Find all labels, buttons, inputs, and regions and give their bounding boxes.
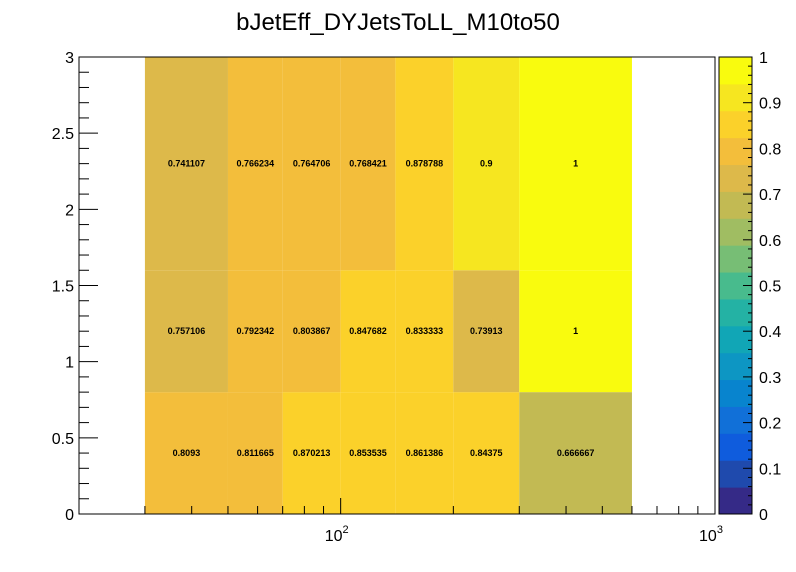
heatmap-cell	[340, 392, 396, 514]
x-tick-label: 102	[325, 524, 349, 545]
heatmap-cell	[453, 270, 520, 393]
heatmap-cell	[340, 270, 396, 393]
heatmap-cell	[395, 392, 454, 514]
palette-swatch	[719, 245, 752, 273]
y-axis: 0 0.5 1 1.5 2 2.5 3	[52, 50, 98, 524]
heatmap-cell	[144, 270, 228, 393]
y-tick-label: 1	[65, 355, 74, 372]
palette-swatch	[719, 298, 752, 327]
heatmap-cell	[227, 57, 283, 271]
cell-value-label: 0.792342	[237, 326, 275, 336]
palette-tick-label: 0.4	[759, 324, 781, 341]
palette-tick-label: 0.7	[759, 187, 781, 204]
heatmap-cell	[227, 392, 283, 514]
palette-tick-label: 0.2	[759, 416, 781, 433]
cell-value-label: 1	[573, 326, 578, 336]
cell-value-label: 0.766234	[237, 159, 275, 169]
palette-tick-label: 0.8	[759, 141, 781, 158]
palette-swatch	[719, 433, 752, 461]
cell-value-label: 0.9	[480, 159, 493, 169]
cell-value-label: 0.853535	[349, 448, 387, 458]
heatmap-cell	[395, 57, 454, 271]
cell-value-label: 0.833333	[406, 326, 444, 336]
palette-swatch	[719, 191, 752, 219]
cell-value-label: 0.768421	[349, 159, 387, 169]
palette-tick-label: 0.6	[759, 233, 781, 250]
palette-tick-label: 0.1	[759, 461, 781, 478]
cell-value-label: 0.73913	[470, 326, 503, 336]
cell-value-label: 0.870213	[293, 448, 331, 458]
palette-tick-label: 0.9	[759, 96, 781, 113]
x-axis: 102 103	[78, 498, 723, 545]
palette-tick-label: 0	[759, 507, 768, 524]
cell-value-label: 0.666667	[557, 448, 595, 458]
heatmap-cell	[519, 57, 632, 271]
heatmap-cell	[453, 392, 520, 514]
cell-value-label: 0.741107	[168, 159, 205, 169]
palette-swatch	[719, 110, 752, 139]
y-tick-label: 3	[65, 50, 74, 67]
heatmap-cell	[519, 392, 632, 514]
palette-swatch	[719, 325, 752, 354]
heatmap-cell	[282, 392, 341, 514]
palette-swatch	[719, 487, 752, 515]
palette-swatch	[719, 57, 752, 85]
y-tick-label: 0.5	[52, 431, 74, 448]
heatmap-cell-labels: 0.8093 0.811665 0.870213 0.853535 0.861386 0.…	[168, 159, 595, 458]
y-tick-label: 2.5	[52, 126, 74, 143]
palette-tick-label: 0.3	[759, 370, 781, 387]
palette-swatch	[719, 352, 752, 381]
palette-swatch	[719, 406, 752, 434]
palette-swatch	[719, 164, 752, 192]
x-tick-label: 103	[699, 524, 723, 545]
heatmap-cell	[144, 392, 228, 514]
cell-value-label: 0.8093	[173, 448, 201, 458]
cell-value-label: 0.878788	[406, 159, 444, 169]
y-tick-label: 1.5	[52, 279, 74, 296]
heatmap-cell	[395, 270, 454, 393]
palette-swatch	[719, 137, 752, 166]
palette-tick-label: 0.5	[759, 279, 781, 296]
heatmap-cell	[282, 57, 341, 271]
cell-value-label: 1	[573, 159, 578, 169]
cell-value-label: 0.757106	[168, 326, 206, 336]
heatmap-cell	[144, 57, 228, 271]
heatmap-cell	[453, 57, 520, 271]
heatmap-cells	[144, 57, 632, 514]
heatmap-cell	[282, 270, 341, 393]
heatmap-cell	[227, 270, 283, 393]
cell-value-label: 0.847682	[349, 326, 387, 336]
heatmap-cell	[519, 270, 632, 393]
palette-swatch	[719, 218, 752, 246]
cell-value-label: 0.764706	[293, 159, 331, 169]
chart-title: bJetEff_DYJetsToLL_M10to50	[236, 9, 560, 36]
cell-value-label: 0.803867	[293, 326, 331, 336]
palette-swatch	[719, 379, 752, 407]
y-tick-label: 2	[65, 202, 74, 219]
cell-value-label: 0.861386	[406, 448, 444, 458]
palette-tick-label: 1	[759, 50, 768, 67]
cell-value-label: 0.811665	[237, 448, 274, 458]
palette-swatch	[719, 83, 752, 112]
color-scale-bar: 0 0.1 0.2 0.3 0.4 0.5 0.6 0.7 0.8 0.9 1	[718, 50, 781, 524]
y-tick-label: 0	[65, 507, 74, 524]
heatmap-cell	[340, 57, 396, 271]
cell-value-label: 0.84375	[470, 448, 503, 458]
palette-swatch	[719, 460, 752, 488]
